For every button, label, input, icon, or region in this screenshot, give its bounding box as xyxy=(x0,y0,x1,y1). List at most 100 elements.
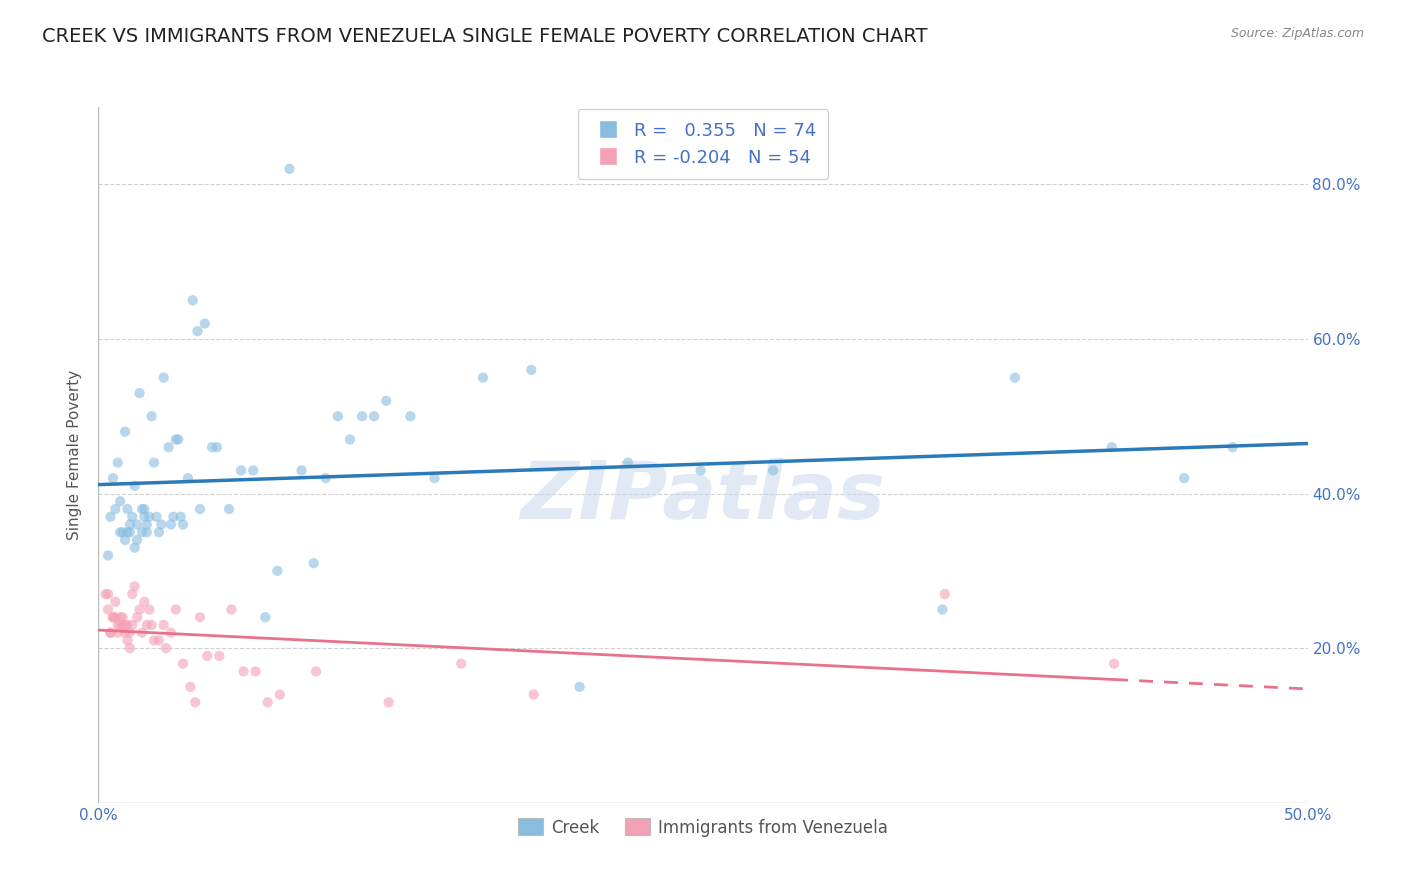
Point xyxy=(118,525,141,540)
Point xyxy=(375,393,398,408)
Point xyxy=(101,610,124,624)
Point xyxy=(1101,440,1123,454)
Point xyxy=(107,618,129,632)
Y-axis label: Single Female Poverty: Single Female Poverty xyxy=(67,370,83,540)
Point xyxy=(114,618,136,632)
Point xyxy=(100,625,122,640)
Point xyxy=(326,409,349,424)
Point xyxy=(254,610,277,624)
Point xyxy=(377,695,399,709)
Point xyxy=(1004,370,1026,384)
Point xyxy=(315,471,337,485)
Point xyxy=(177,471,200,485)
Point xyxy=(269,688,291,702)
Point xyxy=(150,517,173,532)
Point xyxy=(118,641,141,656)
Point xyxy=(568,680,591,694)
Point xyxy=(97,602,120,616)
Point xyxy=(471,370,494,384)
Point xyxy=(155,641,177,656)
Point xyxy=(931,602,953,616)
Point xyxy=(165,602,187,616)
Point xyxy=(101,471,124,485)
Point xyxy=(118,517,141,532)
Point xyxy=(165,433,187,447)
Point xyxy=(114,425,136,439)
Point xyxy=(242,463,264,477)
Point xyxy=(128,602,150,616)
Legend: Creek, Immigrants from Venezuela: Creek, Immigrants from Venezuela xyxy=(512,812,894,843)
Point xyxy=(117,618,139,632)
Point xyxy=(229,463,252,477)
Point xyxy=(97,549,120,563)
Point xyxy=(134,502,156,516)
Point xyxy=(124,479,146,493)
Point xyxy=(232,665,254,679)
Point xyxy=(141,618,163,632)
Point xyxy=(302,556,325,570)
Point xyxy=(135,517,157,532)
Point xyxy=(118,625,141,640)
Point xyxy=(1222,440,1244,454)
Text: CREEK VS IMMIGRANTS FROM VENEZUELA SINGLE FEMALE POVERTY CORRELATION CHART: CREEK VS IMMIGRANTS FROM VENEZUELA SINGL… xyxy=(42,27,928,45)
Point xyxy=(107,456,129,470)
Point xyxy=(423,471,446,485)
Point xyxy=(138,602,160,616)
Point xyxy=(201,440,224,454)
Point xyxy=(172,517,194,532)
Point xyxy=(108,494,131,508)
Point xyxy=(114,533,136,547)
Point xyxy=(124,541,146,555)
Point xyxy=(131,502,153,516)
Point xyxy=(339,433,361,447)
Point xyxy=(124,579,146,593)
Point xyxy=(108,610,131,624)
Point xyxy=(450,657,472,671)
Point xyxy=(762,463,785,477)
Point xyxy=(100,509,122,524)
Point xyxy=(108,525,131,540)
Point xyxy=(363,409,385,424)
Point xyxy=(195,648,218,663)
Point xyxy=(278,161,301,176)
Point xyxy=(143,456,166,470)
Point xyxy=(221,602,243,616)
Point xyxy=(128,386,150,401)
Point xyxy=(152,618,174,632)
Point xyxy=(127,533,149,547)
Point xyxy=(135,618,157,632)
Point xyxy=(160,625,183,640)
Text: Source: ZipAtlas.com: Source: ZipAtlas.com xyxy=(1230,27,1364,40)
Point xyxy=(117,502,139,516)
Point xyxy=(934,587,956,601)
Point xyxy=(399,409,422,424)
Point xyxy=(148,633,170,648)
Point xyxy=(256,695,278,709)
Point xyxy=(266,564,288,578)
Point xyxy=(290,463,312,477)
Point xyxy=(94,587,117,601)
Point xyxy=(101,610,124,624)
Point xyxy=(689,463,711,477)
Point xyxy=(145,509,167,524)
Point xyxy=(131,625,153,640)
Point xyxy=(181,293,204,308)
Point xyxy=(104,610,127,624)
Point xyxy=(172,657,194,671)
Point xyxy=(179,680,201,694)
Point xyxy=(167,433,190,447)
Point xyxy=(169,509,191,524)
Point xyxy=(107,625,129,640)
Point xyxy=(184,695,207,709)
Point xyxy=(111,525,134,540)
Point xyxy=(218,502,240,516)
Point xyxy=(245,665,267,679)
Point xyxy=(108,618,131,632)
Point xyxy=(162,509,184,524)
Point xyxy=(100,625,122,640)
Point xyxy=(1173,471,1195,485)
Point xyxy=(121,509,143,524)
Point xyxy=(114,625,136,640)
Point xyxy=(205,440,228,454)
Point xyxy=(111,618,134,632)
